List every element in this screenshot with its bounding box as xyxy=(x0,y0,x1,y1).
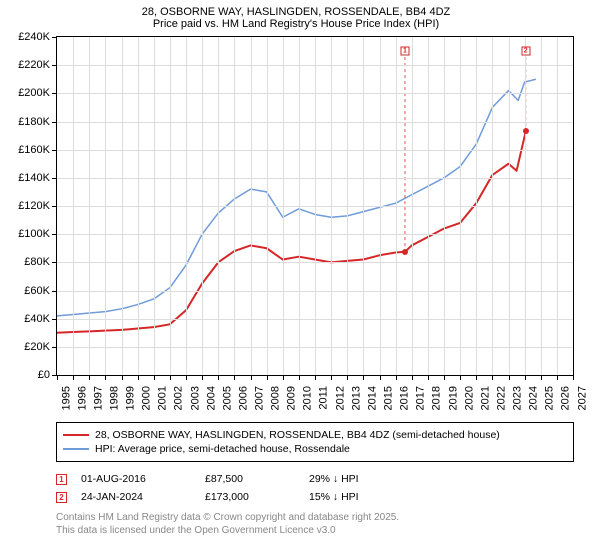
y-tick-label: £220K xyxy=(18,59,50,71)
y-tick-label: £20K xyxy=(24,341,50,353)
marker-price: £173,000 xyxy=(205,491,295,503)
y-tick-label: £180K xyxy=(18,116,50,128)
marker-date: 24-JAN-2024 xyxy=(81,491,191,503)
legend: 28, OSBORNE WAY, HASLINGDEN, ROSSENDALE,… xyxy=(56,422,574,462)
x-tick-label: 2023 xyxy=(512,386,524,410)
x-tick-label: 2015 xyxy=(383,386,395,410)
credit-line: Contains HM Land Registry data © Crown c… xyxy=(56,512,574,525)
x-tick-label: 2026 xyxy=(560,386,572,410)
chart-marker-1: 1 xyxy=(400,47,409,56)
chart-datapoint-2 xyxy=(523,128,529,134)
marker-badge-icon: 2 xyxy=(56,492,67,503)
x-tick-label: 2010 xyxy=(302,386,314,410)
credits: Contains HM Land Registry data © Crown c… xyxy=(56,512,574,537)
x-tick-label: 2018 xyxy=(431,386,443,410)
y-axis: £0£20K£40K£60K£80K£100K£120K£140K£160K£1… xyxy=(8,36,54,376)
chart-marker-2: 2 xyxy=(521,47,530,56)
x-tick-label: 2011 xyxy=(318,386,330,410)
legend-item-hpi: HPI: Average price, semi-detached house,… xyxy=(63,442,567,456)
y-tick-label: £240K xyxy=(18,31,50,43)
legend-label: 28, OSBORNE WAY, HASLINGDEN, ROSSENDALE,… xyxy=(95,429,500,441)
marker-date: 01-AUG-2016 xyxy=(81,473,191,485)
x-tick-label: 2020 xyxy=(463,386,475,410)
legend-swatch-icon xyxy=(63,448,89,450)
y-tick-label: £100K xyxy=(18,228,50,240)
x-tick-label: 2025 xyxy=(544,386,556,410)
marker-row: 1 01-AUG-2016 £87,500 29% ↓ HPI xyxy=(56,470,574,488)
x-tick-label: 1999 xyxy=(125,386,137,410)
x-tick-label: 2021 xyxy=(479,386,491,410)
x-axis: 1995 1996 1997 1998 1999 2000 2001 2002 2003 2004… xyxy=(56,380,574,420)
y-tick-label: £140K xyxy=(18,172,50,184)
chart-footer: 28, OSBORNE WAY, HASLINGDEN, ROSSENDALE,… xyxy=(56,422,574,537)
x-tick-label: 2009 xyxy=(286,386,298,410)
marker-table: 1 01-AUG-2016 £87,500 29% ↓ HPI 2 24-JAN-2024… xyxy=(56,470,574,506)
title-line-2: Price paid vs. HM Land Registry's House … xyxy=(8,18,584,30)
legend-label: HPI: Average price, semi-detached house,… xyxy=(95,443,350,455)
credit-line: This data is licensed under the Open Gov… xyxy=(56,525,574,538)
y-tick-label: £0 xyxy=(38,369,50,381)
marker-delta: 29% ↓ HPI xyxy=(309,473,429,485)
y-tick-label: £120K xyxy=(18,200,50,212)
marker-price: £87,500 xyxy=(205,473,295,485)
x-tick-label: 2002 xyxy=(173,386,185,410)
x-tick-label: 1997 xyxy=(92,386,104,410)
x-tick-label: 2017 xyxy=(415,386,427,410)
x-tick-label: 2013 xyxy=(350,386,362,410)
chart-datapoint-1 xyxy=(402,249,408,255)
x-tick-label: 2019 xyxy=(447,386,459,410)
marker-badge-icon: 1 xyxy=(56,474,67,485)
marker-delta: 15% ↓ HPI xyxy=(309,491,429,503)
y-tick-label: £40K xyxy=(24,313,50,325)
marker-row: 2 24-JAN-2024 £173,000 15% ↓ HPI xyxy=(56,488,574,506)
x-tick-label: 2007 xyxy=(254,386,266,410)
plot-area: 12 xyxy=(56,36,574,376)
x-tick-label: 2000 xyxy=(141,386,153,410)
x-tick-label: 2006 xyxy=(237,386,249,410)
x-tick-label: 2004 xyxy=(205,386,217,410)
x-tick-label: 2003 xyxy=(189,386,201,410)
x-tick-label: 2016 xyxy=(399,386,411,410)
x-tick-label: 2014 xyxy=(366,386,378,410)
title-line-1: 28, OSBORNE WAY, HASLINGDEN, ROSSENDALE,… xyxy=(8,6,584,18)
x-tick-label: 2005 xyxy=(221,386,233,410)
y-tick-label: £160K xyxy=(18,144,50,156)
legend-swatch-icon xyxy=(63,434,89,436)
x-tick-label: 2012 xyxy=(334,386,346,410)
x-tick-label: 2024 xyxy=(528,386,540,410)
y-tick-label: £200K xyxy=(18,87,50,99)
legend-item-price-paid: 28, OSBORNE WAY, HASLINGDEN, ROSSENDALE,… xyxy=(63,428,567,442)
x-tick-label: 1995 xyxy=(60,386,72,410)
x-tick-label: 2008 xyxy=(270,386,282,410)
x-tick-label: 1996 xyxy=(76,386,88,410)
x-tick-label: 2022 xyxy=(495,386,507,410)
x-tick-label: 2001 xyxy=(157,386,169,410)
chart-area: £0£20K£40K£60K£80K£100K£120K£140K£160K£1… xyxy=(8,36,584,376)
y-tick-label: £80K xyxy=(24,256,50,268)
y-tick-label: £60K xyxy=(24,285,50,297)
x-tick-label: 2027 xyxy=(576,386,588,410)
chart-title-block: 28, OSBORNE WAY, HASLINGDEN, ROSSENDALE,… xyxy=(8,6,584,30)
x-tick-label: 1998 xyxy=(108,386,120,410)
